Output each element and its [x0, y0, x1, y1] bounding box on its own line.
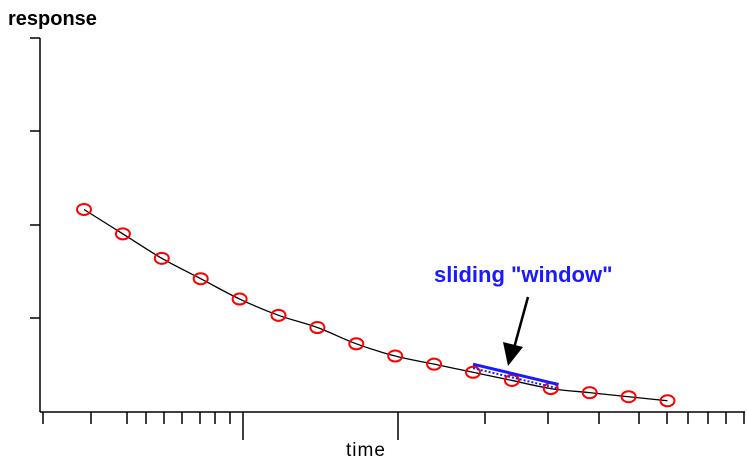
annotation-label: sliding "window" [434, 262, 613, 287]
series-line [83, 208, 668, 402]
data-points [76, 203, 676, 408]
data-point [270, 308, 287, 322]
x-axis-label: time [346, 440, 386, 461]
data-point [76, 203, 92, 216]
data-point [465, 365, 481, 379]
arrow-head [503, 342, 523, 366]
data-point [114, 227, 131, 241]
data-point [620, 390, 637, 404]
data-point [192, 272, 209, 286]
sliding-window-bar-hatch [472, 367, 559, 390]
annotation [472, 296, 559, 390]
data-point [387, 349, 404, 363]
data-point [231, 292, 248, 306]
arrow-shaft [512, 296, 530, 349]
data-point [426, 357, 443, 371]
data-point [309, 321, 326, 335]
data-point [659, 394, 676, 408]
sliding-window-bar [472, 362, 559, 386]
data-point [348, 337, 365, 351]
trend-curve [83, 208, 668, 402]
data-point [581, 386, 598, 400]
axes [30, 37, 745, 440]
y-axis-label: response [8, 8, 97, 30]
data-point [153, 251, 170, 265]
